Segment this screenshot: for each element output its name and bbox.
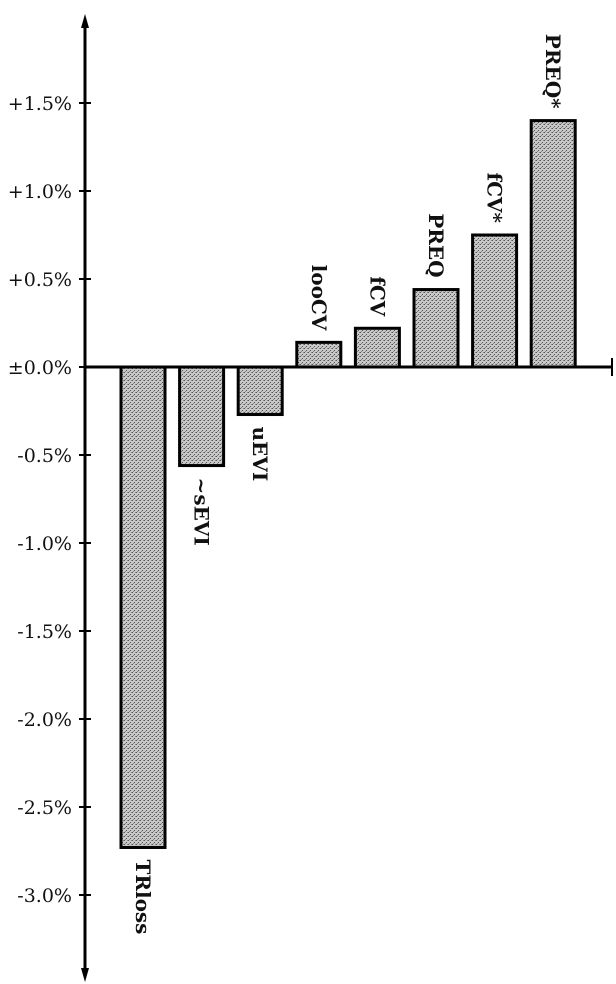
y-tick-label: ±0.0% (8, 357, 72, 379)
bar-label: PREQ* (541, 34, 565, 109)
y-tick-label: +1.5% (8, 93, 72, 115)
arrow-down-icon (81, 968, 89, 982)
y-tick-label: -0.5% (17, 445, 72, 467)
y-tick-label: -2.0% (17, 709, 72, 731)
bar-label: fCV* (483, 173, 507, 224)
bars (119, 119, 577, 849)
bar (119, 365, 167, 849)
bar (353, 326, 401, 369)
bar-label: looCV (307, 265, 331, 331)
y-tick-label: -1.5% (17, 621, 72, 643)
bar (529, 119, 577, 369)
bar (236, 365, 284, 417)
bar (412, 288, 460, 369)
bar-label: fCV (365, 276, 389, 317)
y-tick-label: -3.0% (17, 885, 72, 907)
bar-label: ~sEVI (190, 478, 214, 546)
bar (471, 233, 519, 369)
y-axis: +1.5% +1.0% +0.5% ±0.0% -0.5% -1.0% -1.5% -2.0%… (8, 14, 91, 982)
bar (178, 365, 226, 468)
bar-label: TRloss (131, 859, 155, 934)
y-tick-label: +1.0% (8, 181, 72, 203)
bar (295, 340, 343, 369)
y-tick-label: +0.5% (8, 269, 72, 291)
bar-label: uEVI (248, 427, 272, 482)
y-tick-label: -1.0% (17, 533, 72, 555)
bar-labels: TRloss ~sEVI uEVI looCV fCV PREQ fCV* PREQ* (131, 34, 565, 935)
arrow-up-icon (81, 14, 89, 28)
x-axis (85, 358, 613, 376)
bar-label: PREQ (424, 213, 448, 277)
y-tick-label: -2.5% (17, 797, 72, 819)
